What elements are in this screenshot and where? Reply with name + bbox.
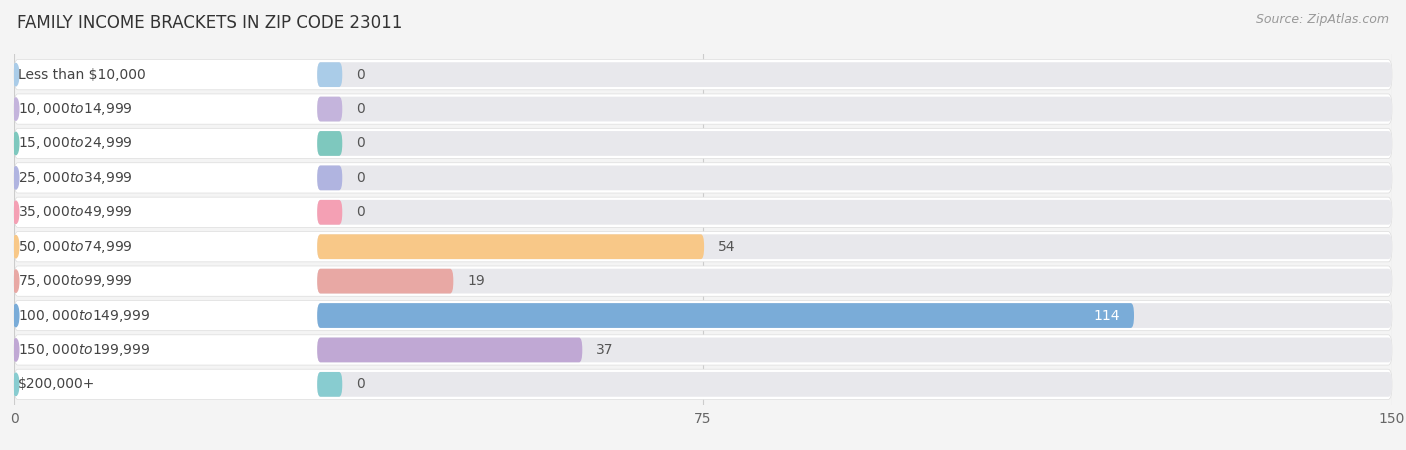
FancyBboxPatch shape [318, 97, 342, 122]
FancyBboxPatch shape [14, 200, 312, 225]
FancyBboxPatch shape [318, 338, 582, 362]
Text: 0: 0 [356, 205, 364, 219]
FancyBboxPatch shape [14, 163, 1392, 193]
FancyBboxPatch shape [318, 200, 342, 225]
Text: 0: 0 [356, 102, 364, 116]
Text: 0: 0 [356, 378, 364, 392]
Text: 37: 37 [596, 343, 613, 357]
Circle shape [13, 270, 18, 292]
Text: 0: 0 [356, 136, 364, 150]
Text: $100,000 to $149,999: $100,000 to $149,999 [18, 307, 150, 324]
FancyBboxPatch shape [318, 269, 1392, 293]
Circle shape [13, 201, 18, 224]
FancyBboxPatch shape [318, 166, 1392, 190]
Circle shape [13, 304, 18, 327]
FancyBboxPatch shape [318, 166, 342, 190]
FancyBboxPatch shape [318, 200, 1392, 225]
FancyBboxPatch shape [318, 131, 342, 156]
Circle shape [13, 98, 18, 120]
FancyBboxPatch shape [318, 62, 1392, 87]
Text: FAMILY INCOME BRACKETS IN ZIP CODE 23011: FAMILY INCOME BRACKETS IN ZIP CODE 23011 [17, 14, 402, 32]
FancyBboxPatch shape [14, 369, 1392, 400]
Text: 19: 19 [467, 274, 485, 288]
FancyBboxPatch shape [318, 62, 342, 87]
Text: $75,000 to $99,999: $75,000 to $99,999 [18, 273, 132, 289]
FancyBboxPatch shape [14, 131, 312, 156]
FancyBboxPatch shape [14, 266, 1392, 296]
FancyBboxPatch shape [14, 335, 1392, 365]
FancyBboxPatch shape [318, 372, 1392, 397]
FancyBboxPatch shape [14, 94, 1392, 124]
Circle shape [13, 63, 18, 86]
Text: 114: 114 [1094, 309, 1121, 323]
FancyBboxPatch shape [14, 234, 312, 259]
FancyBboxPatch shape [318, 303, 1135, 328]
Circle shape [13, 373, 18, 396]
FancyBboxPatch shape [14, 301, 1392, 331]
Circle shape [13, 339, 18, 361]
Text: $10,000 to $14,999: $10,000 to $14,999 [18, 101, 132, 117]
Circle shape [13, 167, 18, 189]
Text: Less than $10,000: Less than $10,000 [18, 68, 146, 81]
Text: $150,000 to $199,999: $150,000 to $199,999 [18, 342, 150, 358]
FancyBboxPatch shape [14, 62, 312, 87]
FancyBboxPatch shape [318, 372, 342, 397]
FancyBboxPatch shape [318, 269, 453, 293]
Text: $15,000 to $24,999: $15,000 to $24,999 [18, 135, 132, 152]
FancyBboxPatch shape [14, 197, 1392, 227]
FancyBboxPatch shape [318, 97, 1392, 122]
FancyBboxPatch shape [318, 303, 1392, 328]
FancyBboxPatch shape [318, 234, 704, 259]
FancyBboxPatch shape [14, 303, 312, 328]
Circle shape [13, 235, 18, 258]
FancyBboxPatch shape [318, 131, 1392, 156]
Text: 54: 54 [718, 240, 735, 254]
Text: 0: 0 [356, 68, 364, 81]
FancyBboxPatch shape [14, 166, 312, 190]
FancyBboxPatch shape [14, 269, 312, 293]
FancyBboxPatch shape [14, 97, 312, 122]
Text: $35,000 to $49,999: $35,000 to $49,999 [18, 204, 132, 220]
Text: 0: 0 [356, 171, 364, 185]
Circle shape [13, 132, 18, 155]
Text: $25,000 to $34,999: $25,000 to $34,999 [18, 170, 132, 186]
FancyBboxPatch shape [14, 232, 1392, 262]
FancyBboxPatch shape [14, 128, 1392, 158]
Text: $50,000 to $74,999: $50,000 to $74,999 [18, 238, 132, 255]
Text: $200,000+: $200,000+ [18, 378, 96, 392]
FancyBboxPatch shape [318, 234, 1392, 259]
FancyBboxPatch shape [318, 338, 1392, 362]
FancyBboxPatch shape [14, 59, 1392, 90]
Text: Source: ZipAtlas.com: Source: ZipAtlas.com [1256, 14, 1389, 27]
FancyBboxPatch shape [14, 372, 312, 397]
FancyBboxPatch shape [14, 338, 312, 362]
